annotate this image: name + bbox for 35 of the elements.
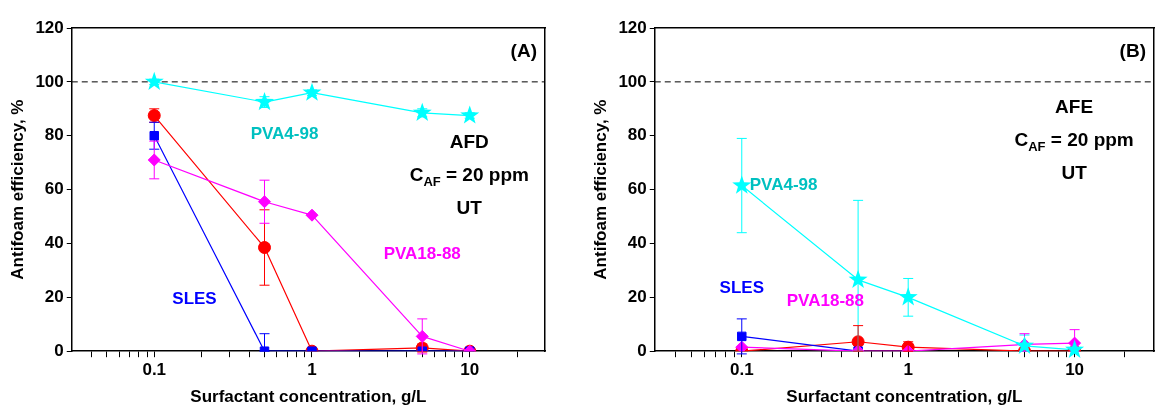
x-axis-title: Surfactant concentration, g/L [190,387,427,407]
annotation: AFD [449,131,489,153]
series-label: SLES [172,288,217,308]
x-tick-label: 10 [460,360,480,380]
annotation: UT [1061,162,1088,184]
y-tick-label: 100 [35,71,64,91]
x-tick-label: 0.1 [142,360,167,380]
y-tick-label: 0 [54,340,64,360]
y-tick-label: 100 [618,71,647,91]
y-tick-label: 120 [618,17,647,37]
x-axis-title: Surfactant concentration, g/L [786,387,1023,407]
x-tick-label: 1 [903,360,913,380]
y-tick-label: 40 [627,233,647,253]
y-tick-label: 20 [627,287,647,307]
annotation: (B) [1119,40,1147,62]
y-tick-label: 80 [627,125,647,145]
y-tick-label: 80 [44,125,64,145]
y-tick-label: 20 [44,287,64,307]
y-tick-label: 40 [44,233,64,253]
y-axis-title: Antifoam efficiency, % [7,99,27,280]
y-tick-label: 60 [44,179,64,199]
annotation: UT [456,197,483,219]
series-label: PVA4-98 [250,123,319,143]
series-label: PVA4-98 [749,175,818,195]
annotation: AFE [1055,96,1094,118]
x-tick-label: 10 [1065,360,1085,380]
x-tick-label: 0.1 [729,360,754,380]
text: SLES [719,278,764,298]
annotation: (A) [510,40,538,62]
y-tick-label: 120 [35,17,64,37]
y-axis-title: Antifoam efficiency, % [590,99,610,280]
series-label: PVA18-88 [383,244,461,264]
y-tick-label: 0 [637,340,647,360]
y-tick-label: 60 [627,179,647,199]
x-tick-label: 1 [307,360,317,380]
